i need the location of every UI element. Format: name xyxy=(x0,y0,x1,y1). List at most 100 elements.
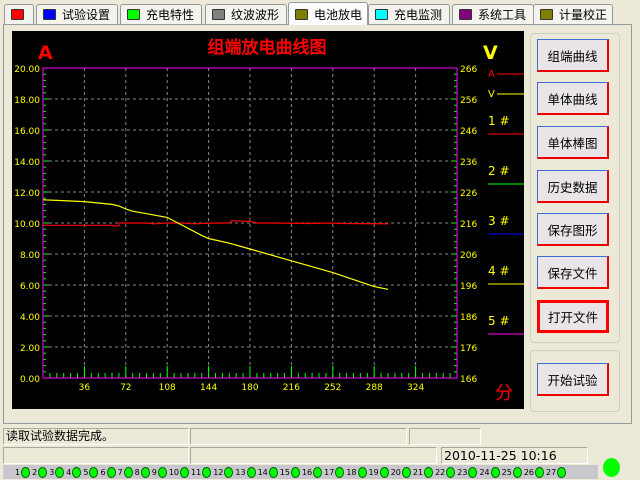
led-label: 13 xyxy=(235,467,246,477)
folder-icon xyxy=(375,9,388,20)
tab-label: 纹波波形 xyxy=(231,8,280,22)
led-2: 2 xyxy=(32,466,49,478)
x-tick-label: 288 xyxy=(366,383,383,393)
discharge-chart: 0.00 2.00 4.00 6.00 8.00 10.00 12.00 14.00 16.00… xyxy=(12,31,524,409)
tab-5[interactable]: 充电监测 xyxy=(368,4,450,24)
chart-svg: 0.00 2.00 4.00 6.00 8.00 10.00 12.00 14.00 16.00… xyxy=(14,37,524,404)
led-9: 9 xyxy=(151,466,169,478)
plot-frame xyxy=(42,67,458,379)
y2-tick-label: 246 xyxy=(460,127,477,137)
folder-icon xyxy=(295,8,308,20)
tab-4[interactable]: 电池放电 xyxy=(288,2,368,25)
y-tick-label: 16.00 xyxy=(14,127,40,137)
tab-label: 充电特性 xyxy=(146,8,195,22)
y-tick-label: 14.00 xyxy=(14,158,40,168)
tab-label: 试验设置 xyxy=(62,8,111,22)
led-17: 17 xyxy=(324,466,346,478)
chart-button-2[interactable]: 单体棒图 xyxy=(537,126,609,159)
led-label: 16 xyxy=(301,467,313,477)
led-label: 24 xyxy=(479,467,490,477)
led-10: 10 xyxy=(169,466,191,478)
y-axis-label: A xyxy=(38,42,53,64)
led-24: 24 xyxy=(479,466,501,478)
legend-label: A xyxy=(488,69,495,80)
y2-tick-label: 216 xyxy=(460,220,477,230)
folder-icon xyxy=(11,9,24,20)
chart-button-3[interactable]: 历史数据 xyxy=(537,170,609,203)
chart-button-6[interactable]: 打开文件 xyxy=(537,300,609,333)
led-label: 14 xyxy=(257,467,268,477)
led-label: 9 xyxy=(151,467,157,477)
status-datetime: 2010-11-25 10:16 xyxy=(441,447,588,464)
chart-title: 组端放电曲线图 xyxy=(208,37,327,58)
y-tick-label: 2.00 xyxy=(20,344,40,354)
led-indicator xyxy=(313,466,323,478)
y-tick-label: 8.00 xyxy=(20,251,40,261)
led-label: 25 xyxy=(501,467,512,477)
folder-icon xyxy=(127,9,140,20)
led-label: 18 xyxy=(346,467,357,477)
led-indicator xyxy=(106,466,116,478)
led-26: 26 xyxy=(524,466,546,478)
led-13: 13 xyxy=(235,466,257,478)
led-27: 27 xyxy=(546,466,568,478)
led-label: 6 xyxy=(100,467,106,477)
button-group xyxy=(530,33,620,343)
tab-0[interactable] xyxy=(4,4,34,24)
tab-7[interactable]: 计量校正 xyxy=(533,4,613,24)
led-indicator xyxy=(55,466,65,478)
tab-1[interactable]: 试验设置 xyxy=(36,4,118,24)
tab-label: 计量校正 xyxy=(559,8,608,22)
y2-tick-label: 186 xyxy=(460,313,477,323)
led-indicator xyxy=(180,466,190,478)
folder-icon xyxy=(540,9,553,20)
led-20: 20 xyxy=(391,466,413,478)
status-cell xyxy=(190,428,407,445)
led-indicator xyxy=(401,466,411,478)
chart-button-5[interactable]: 保存文件 xyxy=(537,256,609,289)
tab-3[interactable]: 纹波波形 xyxy=(205,4,287,24)
y-tick-label: 12.00 xyxy=(14,189,40,199)
led-strip: 1 2 3 4 5 6 7 8 9 10 11 12 13 14 15 16 17 18 19 20 21 22 23 24 2… xyxy=(3,465,598,479)
y-tick-label: 10.00 xyxy=(14,220,40,230)
led-label: 3 xyxy=(49,467,55,477)
led-22: 22 xyxy=(435,466,457,478)
series-line-A xyxy=(43,220,389,227)
led-indicator xyxy=(89,466,99,478)
status-message: 读取试验数据完成。 xyxy=(3,428,189,445)
folder-icon xyxy=(212,9,225,20)
legend-label: 3 # xyxy=(488,214,510,228)
led-7: 7 xyxy=(118,466,135,478)
connection-indicator xyxy=(603,458,620,477)
led-label: 22 xyxy=(435,467,446,477)
y2-tick-label: 256 xyxy=(460,96,477,106)
led-indicator xyxy=(157,466,167,478)
tab-label: 系统工具 xyxy=(478,8,527,22)
legend-label: 4 # xyxy=(488,264,510,278)
x-tick-label: 72 xyxy=(120,383,131,393)
led-23: 23 xyxy=(457,466,479,478)
x-tick-label: 36 xyxy=(79,383,91,393)
chart-button-4[interactable]: 保存图形 xyxy=(537,213,609,246)
led-3: 3 xyxy=(49,466,66,478)
tab-6[interactable]: 系统工具 xyxy=(452,4,534,24)
legend-label: V xyxy=(488,89,495,100)
led-18: 18 xyxy=(346,466,368,478)
led-indicator xyxy=(140,466,150,478)
led-11: 11 xyxy=(191,466,213,478)
led-indicator xyxy=(246,466,256,478)
led-label: 5 xyxy=(83,467,89,477)
chart-button-0[interactable]: 组端曲线 xyxy=(537,39,609,72)
y2-tick-label: 196 xyxy=(460,282,477,292)
y2-tick-label: 206 xyxy=(460,251,477,261)
tab-2[interactable]: 充电特性 xyxy=(120,4,202,24)
led-label: 21 xyxy=(412,467,424,477)
start-test-button[interactable]: 开始试验 xyxy=(537,363,609,396)
y-tick-label: 20.00 xyxy=(14,65,40,75)
led-6: 6 xyxy=(100,466,117,478)
x-tick-label: 252 xyxy=(324,383,341,393)
legend-label: 5 # xyxy=(488,314,510,328)
led-indicator xyxy=(490,466,500,478)
chart-button-1[interactable]: 单体曲线 xyxy=(537,82,609,115)
led-14: 14 xyxy=(257,466,280,478)
